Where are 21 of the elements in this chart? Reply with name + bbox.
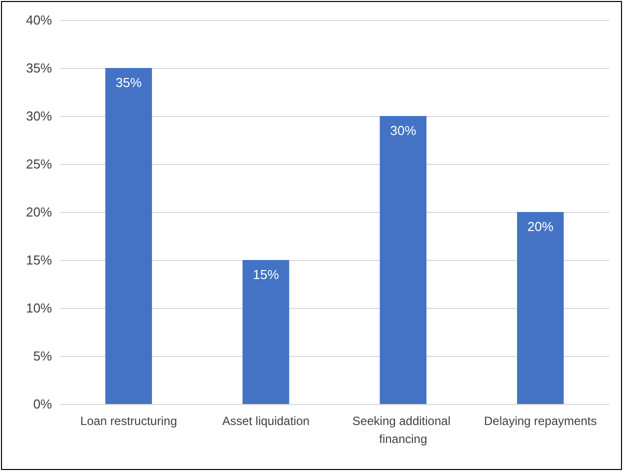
- bar: [380, 116, 426, 404]
- y-tick-label: 10%: [26, 300, 52, 316]
- y-tick-label: 30%: [26, 108, 52, 124]
- data-label: 35%: [116, 75, 142, 90]
- y-tick-label: 40%: [26, 12, 52, 28]
- bar: [517, 212, 564, 404]
- x-tick-label: Seeking additional financing: [352, 414, 454, 446]
- y-tick-label: 0%: [33, 396, 52, 412]
- y-tick-label: 15%: [26, 252, 52, 268]
- data-label: 30%: [390, 123, 417, 138]
- data-label: 15%: [252, 267, 280, 282]
- x-tick-label: Loan restructuring: [80, 414, 177, 428]
- y-tick-label: 25%: [26, 156, 52, 172]
- x-tick-label: Asset liquidation: [222, 414, 310, 428]
- bar: [242, 260, 290, 404]
- bar: [105, 68, 152, 404]
- x-tick-label: Delaying repayments: [484, 414, 597, 428]
- y-tick-label: 35%: [26, 60, 52, 76]
- y-tick-label: 20%: [26, 204, 52, 220]
- data-label: 20%: [527, 219, 554, 234]
- y-tick-label: 5%: [33, 348, 52, 364]
